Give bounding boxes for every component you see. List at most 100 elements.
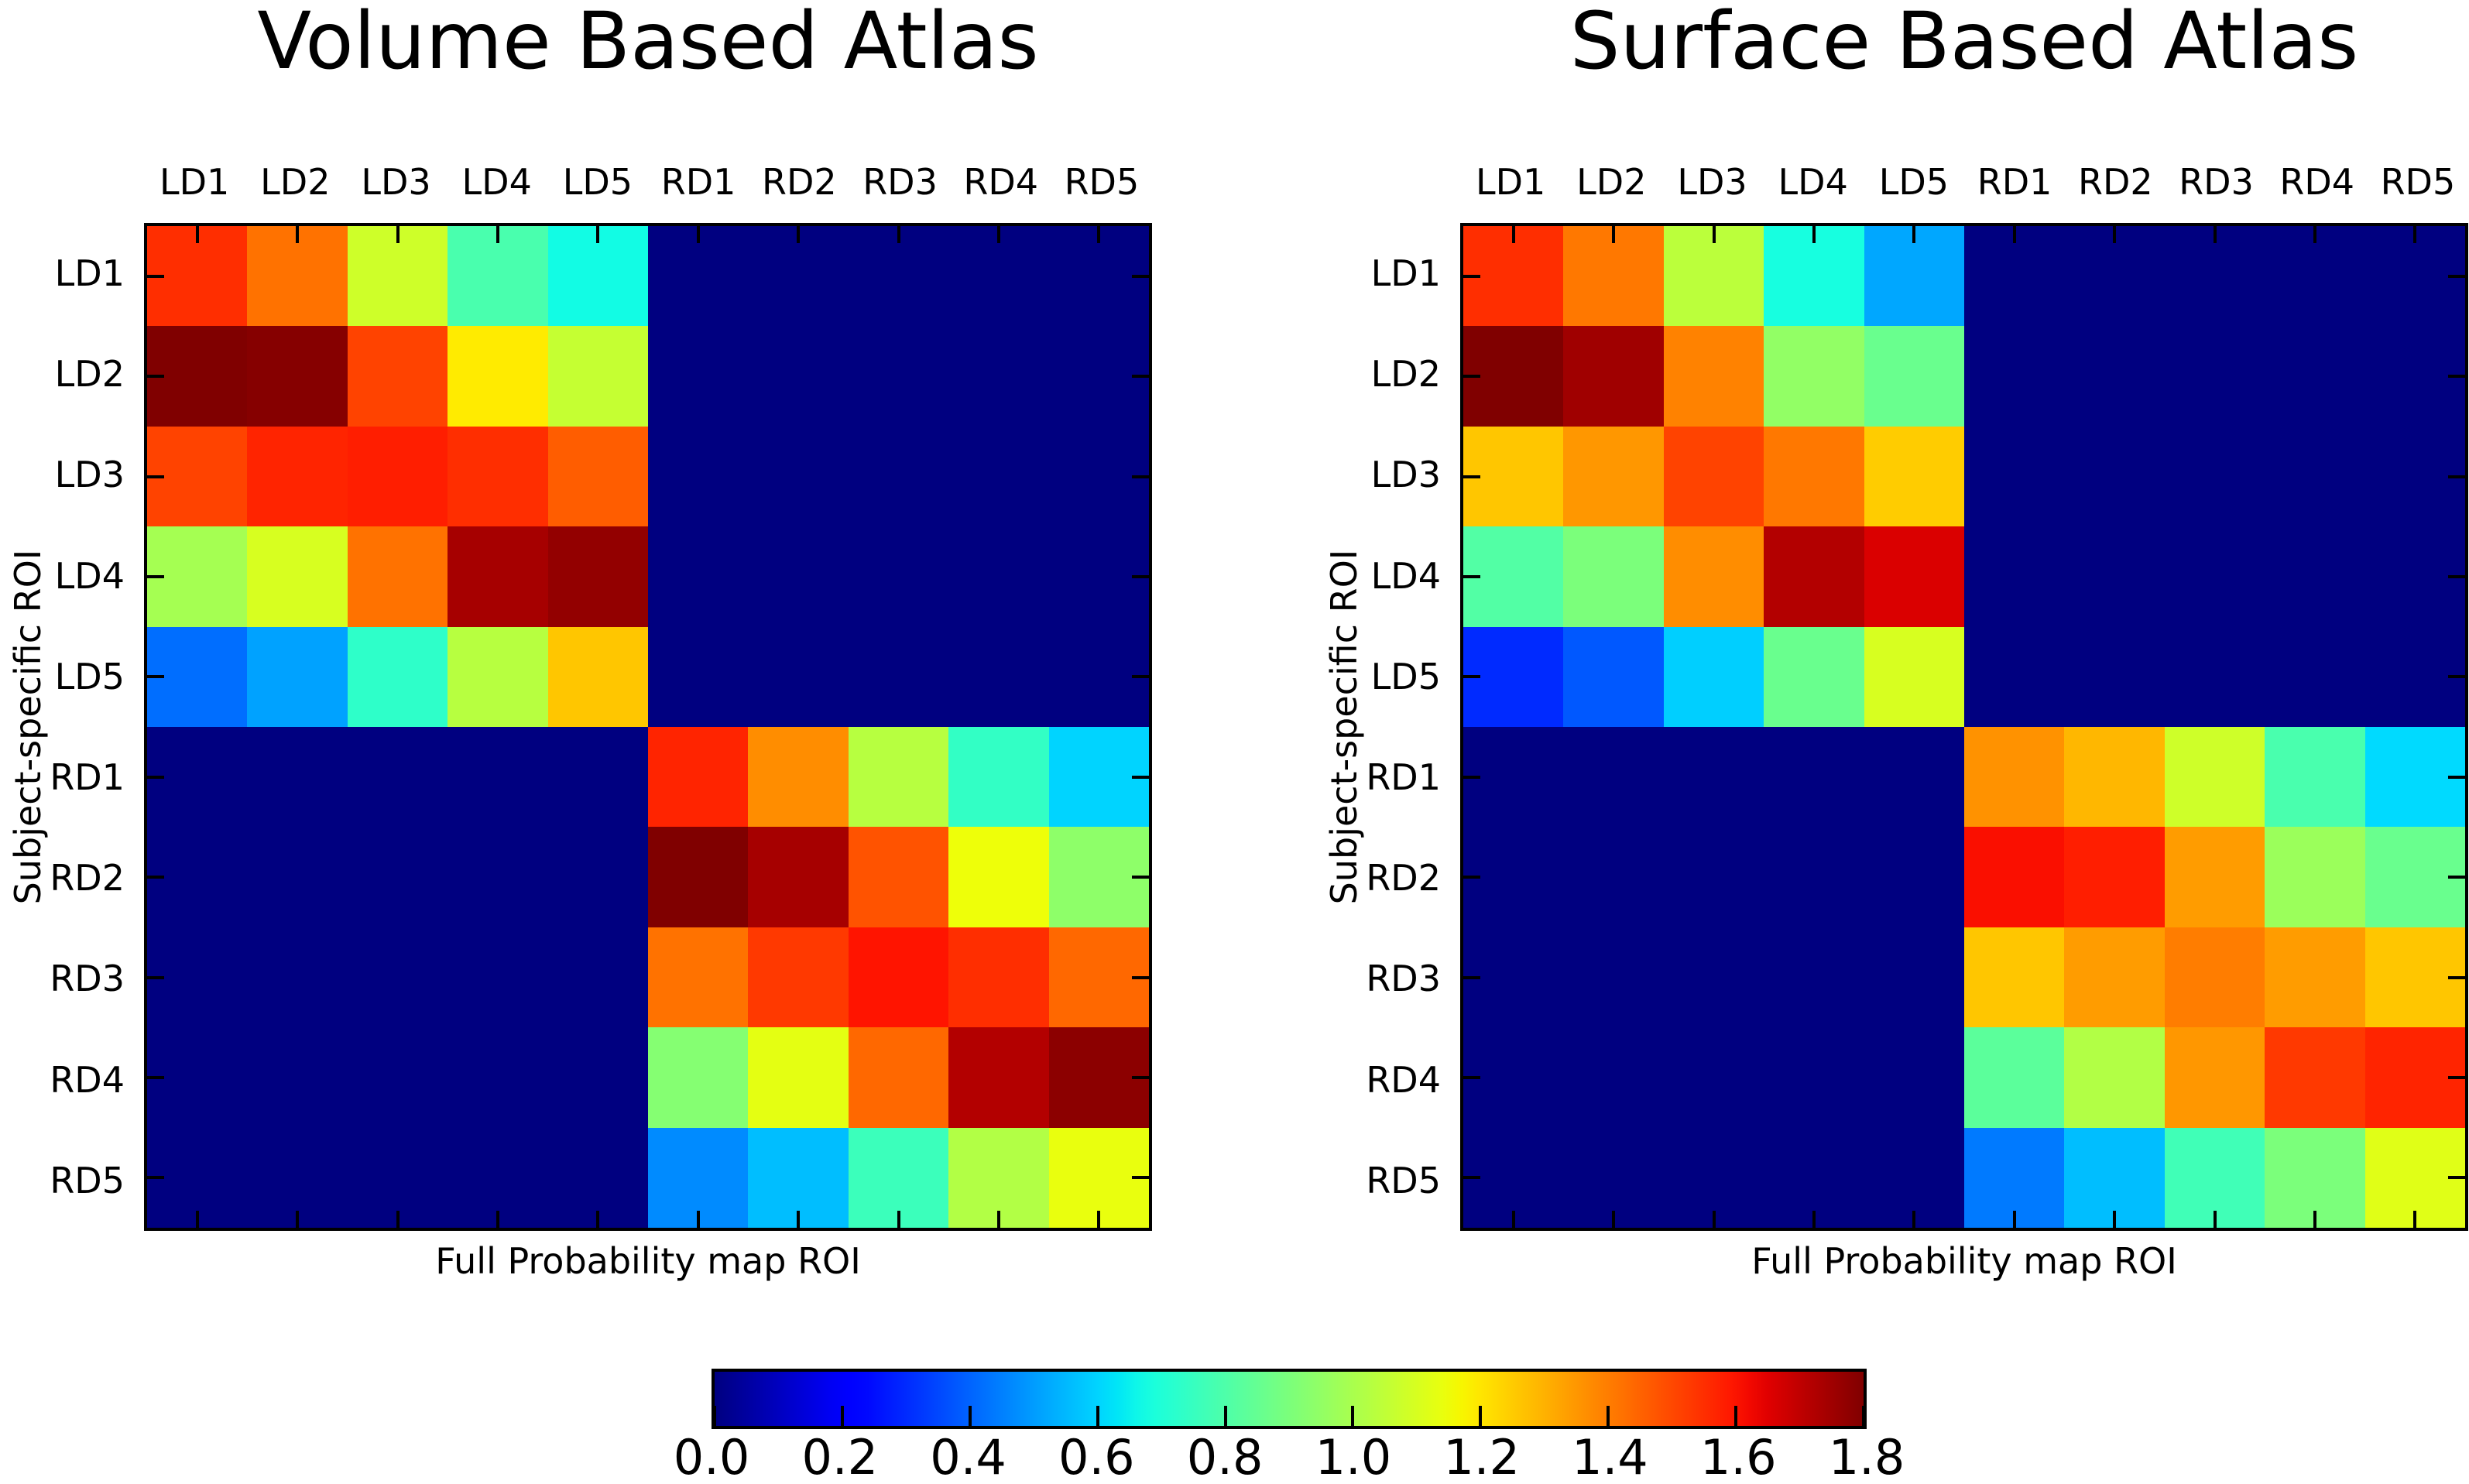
heatmap-cell bbox=[247, 426, 348, 527]
row-label: LD2 bbox=[54, 353, 125, 396]
heatmap-cell bbox=[1663, 326, 1764, 427]
axis-tick bbox=[2448, 375, 2465, 379]
heatmap-cell bbox=[647, 626, 749, 727]
heatmap-cell bbox=[1563, 827, 1664, 927]
column-label: RD5 bbox=[2380, 161, 2456, 203]
axis-tick bbox=[1132, 775, 1149, 779]
heatmap-cell bbox=[547, 827, 648, 927]
row-label: RD3 bbox=[50, 958, 125, 1000]
heatmap-cell bbox=[948, 726, 1049, 828]
axis-tick bbox=[596, 226, 600, 243]
row-label: LD3 bbox=[54, 454, 125, 496]
axis-tick bbox=[1132, 1075, 1149, 1079]
column-label: LD5 bbox=[562, 161, 633, 203]
colorbar-tick-label: 1.8 bbox=[1828, 1429, 1905, 1484]
heatmap-cell bbox=[2164, 326, 2265, 427]
surface-atlas-title: Surface Based Atlas bbox=[1569, 0, 2359, 87]
colorbar-tick-label: 0.6 bbox=[1058, 1429, 1135, 1484]
heatmap-cell bbox=[448, 326, 548, 427]
axis-tick bbox=[1132, 274, 1149, 278]
heatmap-cell bbox=[1563, 426, 1664, 527]
axis-tick bbox=[147, 274, 164, 278]
heatmap-cell bbox=[2064, 827, 2165, 927]
colorbar-tick-label: 0.8 bbox=[1186, 1429, 1264, 1484]
axis-tick bbox=[2448, 574, 2465, 578]
heatmap-cell bbox=[948, 1027, 1049, 1128]
axis-tick bbox=[1132, 475, 1149, 478]
axis-tick bbox=[996, 226, 1000, 243]
axis-tick bbox=[1463, 375, 1480, 379]
heatmap-cell bbox=[1864, 626, 1964, 727]
axis-tick bbox=[147, 574, 164, 578]
heatmap-cell bbox=[2064, 626, 2165, 727]
row-label: RD4 bbox=[50, 1058, 125, 1101]
column-labels: LD1 LD2 LD3 LD4 LD5 RD1 RD2 RD3 RD4 RD5 bbox=[144, 157, 1152, 207]
column-labels: LD1 LD2 LD3 LD4 LD5 RD1 RD2 RD3 RD4 RD5 bbox=[1460, 157, 2468, 207]
heatmap-cell bbox=[647, 426, 749, 527]
column-label: LD2 bbox=[260, 161, 331, 203]
colorbar-tick bbox=[840, 1406, 844, 1426]
column-label: LD1 bbox=[1475, 161, 1546, 203]
axis-tick bbox=[1612, 1211, 1616, 1228]
heatmap-cell bbox=[748, 526, 849, 627]
column-label: LD4 bbox=[461, 161, 532, 203]
axis-tick bbox=[147, 775, 164, 779]
heatmap-cell bbox=[647, 1027, 749, 1128]
heatmap-cell bbox=[1563, 726, 1664, 828]
colorbar-tick-labels: 0.0 0.2 0.4 0.6 0.8 1.0 1.2 1.4 1.6 1.8 bbox=[674, 1429, 1905, 1484]
heatmap-cell bbox=[2265, 1027, 2365, 1128]
heatmap-cell bbox=[1563, 326, 1664, 427]
heatmap-cell bbox=[1963, 726, 2065, 828]
heatmap-cell bbox=[948, 927, 1049, 1028]
colorbar-tick bbox=[1734, 1406, 1738, 1426]
heatmap-cell bbox=[2064, 1027, 2165, 1128]
axis-tick bbox=[1912, 1211, 1916, 1228]
colorbar-tick bbox=[1607, 1406, 1610, 1426]
axis-tick bbox=[1712, 226, 1716, 243]
heatmap-cell bbox=[247, 326, 348, 427]
colorbar-tick bbox=[968, 1406, 972, 1426]
axis-tick bbox=[296, 226, 300, 243]
axis-tick bbox=[1463, 1075, 1480, 1079]
heatmap-cell bbox=[247, 927, 348, 1028]
colorbar-tick-label: 0.4 bbox=[930, 1429, 1006, 1484]
axis-tick bbox=[2313, 1211, 2316, 1228]
axis-tick bbox=[797, 1211, 801, 1228]
heatmap-cell bbox=[2164, 927, 2265, 1028]
heatmap-cell bbox=[1963, 827, 2065, 927]
heatmap-cell bbox=[1563, 526, 1664, 627]
column-label: RD5 bbox=[1064, 161, 1140, 203]
axis-tick bbox=[897, 1211, 900, 1228]
axis-tick bbox=[2213, 226, 2217, 243]
axis-tick bbox=[2448, 675, 2465, 679]
colorbar-tick-label: 1.2 bbox=[1443, 1429, 1520, 1484]
column-label: LD2 bbox=[1576, 161, 1647, 203]
colorbar-tick bbox=[713, 1406, 716, 1426]
heatmap-cell bbox=[647, 526, 749, 627]
heatmap-cell bbox=[1864, 326, 1964, 427]
heatmap-cell bbox=[748, 726, 849, 828]
heatmap-cell bbox=[1563, 927, 1664, 1028]
heatmap-cell bbox=[1764, 827, 1864, 927]
column-label: LD3 bbox=[1677, 161, 1747, 203]
heatmap-cell bbox=[2164, 827, 2265, 927]
row-label: LD2 bbox=[1370, 353, 1441, 396]
heatmap-cell bbox=[647, 726, 749, 828]
axis-tick bbox=[1463, 475, 1480, 478]
heatmap bbox=[144, 223, 1152, 1231]
row-label: RD1 bbox=[1366, 756, 1441, 799]
heatmap-cell bbox=[2064, 326, 2165, 427]
axis-tick bbox=[296, 1211, 300, 1228]
heatmap-cell bbox=[1864, 927, 1964, 1028]
axis-tick bbox=[1812, 1211, 1816, 1228]
heatmap-cell bbox=[547, 326, 648, 427]
column-label: LD3 bbox=[361, 161, 431, 203]
heatmap-cell bbox=[1864, 827, 1964, 927]
row-label: LD5 bbox=[1370, 655, 1441, 697]
axis-tick bbox=[1463, 274, 1480, 278]
axis-tick bbox=[1463, 1176, 1480, 1180]
heatmap-cell bbox=[2164, 1027, 2265, 1128]
colorbar-tick-label: 0.2 bbox=[801, 1429, 879, 1484]
heatmap-cell bbox=[448, 927, 548, 1028]
